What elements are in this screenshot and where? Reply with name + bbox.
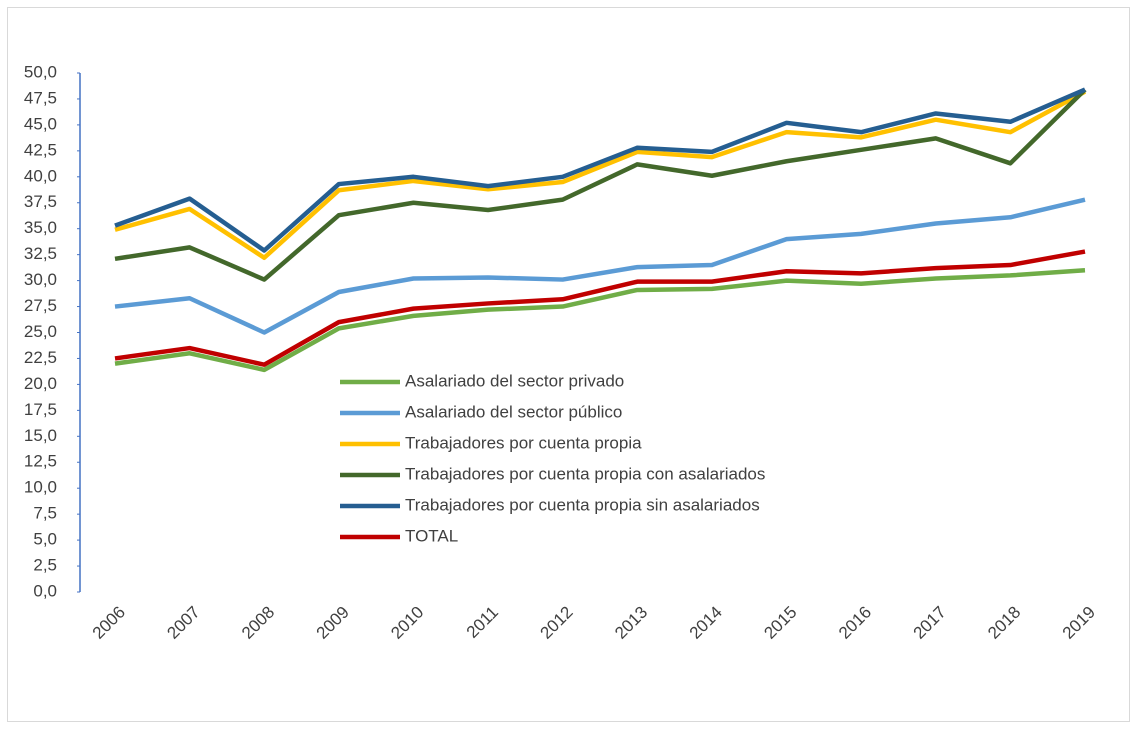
y-tick-label: 27,5 — [24, 296, 57, 315]
series-line — [114, 197, 1086, 335]
y-tick-label: 17,5 — [24, 400, 57, 419]
legend-label: Asalariado del sector público — [405, 402, 622, 421]
legend-label: Trabajadores por cuenta propia con asala… — [405, 464, 765, 483]
series-line — [114, 249, 1086, 367]
y-tick-label: 32,5 — [24, 244, 57, 263]
legend-label: TOTAL — [405, 526, 458, 545]
y-tick-label: 30,0 — [24, 270, 57, 289]
y-tick-label: 12,5 — [24, 452, 57, 471]
y-tick-label: 7,5 — [33, 504, 57, 523]
legend-label: Trabajadores por cuenta propia sin asala… — [405, 495, 760, 514]
series-line — [114, 88, 1087, 282]
y-tick-label: 50,0 — [24, 62, 57, 81]
y-tick-label: 35,0 — [24, 218, 57, 237]
y-tick-label: 40,0 — [24, 166, 57, 185]
series-line — [114, 89, 1087, 261]
y-tick-label: 0,0 — [33, 581, 57, 600]
y-tick-label: 5,0 — [33, 530, 57, 549]
series-line — [114, 267, 1086, 373]
legend-label: Trabajadores por cuenta propia — [405, 433, 642, 452]
y-tick-label: 25,0 — [24, 322, 57, 341]
y-tick-label: 47,5 — [24, 88, 57, 107]
chart-border — [7, 7, 1130, 722]
y-tick-label: 2,5 — [33, 556, 57, 575]
y-tick-label: 20,0 — [24, 374, 57, 393]
legend-label: Asalariado del sector privado — [405, 371, 624, 390]
y-tick-label: 15,0 — [24, 426, 57, 445]
y-tick-label: 37,5 — [24, 192, 57, 211]
y-tick-label: 42,5 — [24, 140, 57, 159]
y-tick-label: 45,0 — [24, 114, 57, 133]
series-line — [114, 87, 1086, 253]
y-tick-label: 22,5 — [24, 348, 57, 367]
y-tick-label: 10,0 — [24, 478, 57, 497]
